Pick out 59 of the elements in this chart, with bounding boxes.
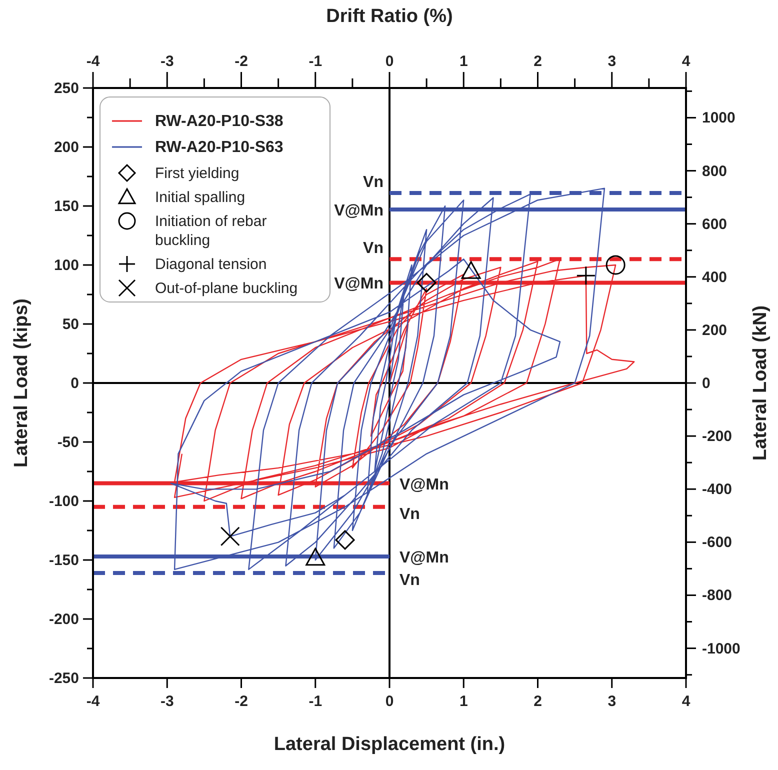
ref-line-label: Vn [363,240,384,258]
legend-label: Out-of-plane buckling [155,280,298,297]
x-axis-title: Lateral Displacement (in.) [274,734,506,755]
legend-label: Initial spalling [155,189,246,206]
y-tick-label: 150 [54,198,79,215]
legend-label: Diagonal tension [155,256,267,273]
ref-line-label: Vn [400,506,420,523]
y-tick-label: -200 [48,611,79,628]
y2-tick-label: 800 [702,162,728,180]
y-tick-label: 50 [62,316,79,333]
x2-tick-label: -1 [308,53,322,70]
legend-label: RW-A20-P10-S63 [155,139,284,156]
y2-tick-label: 1000 [702,110,736,127]
x2-tick-label: 0 [385,53,394,70]
ref-line-label: V@Mn [400,549,449,566]
x-tick-label: 0 [385,693,394,710]
x-tick-label: 2 [534,693,542,710]
y-tick-label: 100 [54,257,79,274]
x2-tick-label: 4 [682,53,691,70]
x2-tick-label: 3 [608,53,616,70]
y-axis-title: Lateral Load (kips) [11,298,32,468]
y2-tick-label: -800 [702,587,732,604]
x-tick-label: 3 [608,693,616,710]
y2-tick-label: -400 [702,481,732,498]
y-tick-label: 200 [54,139,79,156]
ref-line-label: V@Mn [334,276,384,293]
y-tick-label: 250 [54,80,79,97]
x-tick-label: 1 [459,693,468,710]
y-tick-label: -100 [48,493,79,510]
y2-tick-label: 0 [702,375,710,392]
x2-tick-label: -3 [160,53,174,70]
x-tick-label: 4 [682,693,691,710]
legend-label: Initiation of rebar buckling [155,213,267,249]
y2-tick-label: 200 [702,322,728,339]
ref-line-label: V@Mn [400,476,449,494]
ref-line-label: V@Mn [334,202,384,220]
legend-label: RW-A20-P10-S38 [155,113,284,130]
x2-tick-label: 1 [459,53,468,70]
x2-axis-title: Drift Ratio (%) [326,6,453,27]
y-tick-label: -50 [57,434,79,451]
y-tick-label: -250 [48,670,79,687]
legend-label: First yielding [155,165,240,182]
x-tick-label: -3 [160,693,174,710]
x-tick-label: -4 [86,693,100,710]
x-tick-label: -2 [234,693,248,710]
y2-tick-label: 600 [702,216,728,233]
x2-tick-label: -2 [234,53,248,70]
x2-tick-label: -4 [86,53,100,70]
y2-tick-label: 400 [702,268,728,286]
y2-axis-title: Lateral Load (kN) [750,305,771,461]
y-tick-label: -150 [48,552,79,569]
x-tick-label: -1 [308,693,322,710]
x2-tick-label: 2 [534,53,542,70]
y2-tick-label: -1000 [702,640,740,658]
ref-line-label: Vn [400,572,420,589]
y2-tick-label: -200 [702,428,732,446]
y-tick-label: 0 [70,375,79,392]
y2-tick-label: -600 [702,534,732,552]
ref-line-label: Vn [363,174,384,192]
